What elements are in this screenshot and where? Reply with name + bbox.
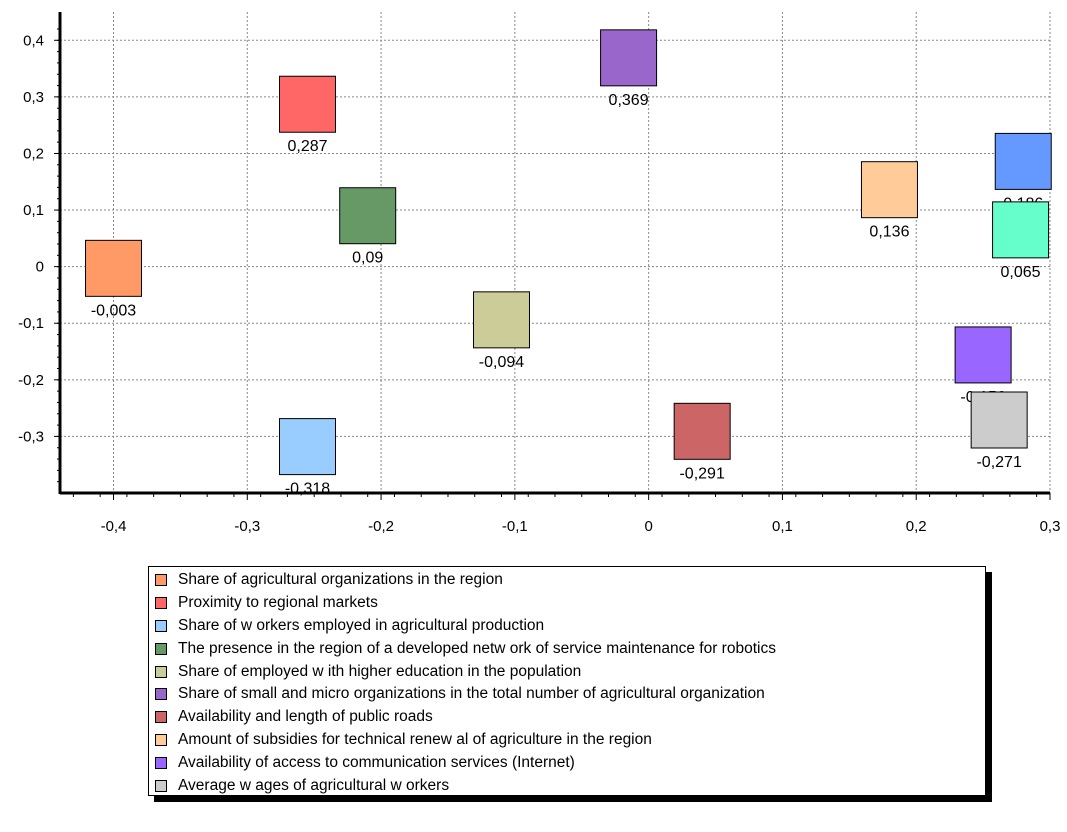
y-tick-label: -0,2 [18, 372, 44, 389]
legend-item: Amount of subsidies for technical renew … [155, 729, 985, 752]
legend-label: Availability and length of public roads [178, 708, 433, 726]
legend-label: Average w ages of agricultural w orkers [178, 776, 450, 794]
data-label: -0,318 [285, 481, 330, 498]
y-tick-label: 0,3 [23, 89, 44, 106]
x-axis-ticks: -0,4 -0,3 -0,2 -0,1 0 0,1 0,2 0,3 [72, 493, 1061, 535]
data-label: -0,291 [679, 465, 724, 482]
data-label: -0,003 [91, 302, 136, 319]
data-point-marker [279, 418, 336, 476]
y-tick-label: 0,1 [23, 202, 44, 219]
legend-label: Amount of subsidies for technical renew … [178, 730, 652, 748]
data-point-marker [994, 132, 1052, 190]
y-tick-label: 0,4 [23, 32, 44, 49]
data-label: -0,271 [976, 454, 1021, 471]
legend-swatch [155, 619, 167, 632]
data-point-marker [860, 161, 918, 219]
legend: Share of agricultural organizations in t… [148, 566, 986, 796]
data-point-marker [970, 391, 1028, 449]
data-label: 0,369 [609, 92, 649, 109]
data-label: 0,09 [352, 250, 383, 267]
data-label: 0,287 [287, 138, 327, 155]
x-tick-label: 0,1 [772, 518, 793, 535]
legend-label: Share of agricultural organizations in t… [178, 571, 503, 589]
x-tick-label: 0,2 [906, 518, 927, 535]
data-points: -0,003 0,287 -0,318 0,09 -0,094 0,369 -0,291 0,… [85, 29, 1052, 498]
legend-item: Share of employed w ith higher education… [155, 660, 985, 683]
legend-swatch [155, 574, 167, 587]
legend-item: Share of small and micro organizations i… [155, 683, 985, 706]
x-tick-label: 0 [644, 518, 652, 535]
data-point-marker [279, 75, 336, 133]
data-label: 0,136 [869, 224, 909, 241]
data-point-marker [85, 239, 143, 297]
data-point-marker [673, 402, 731, 460]
legend-swatch [155, 665, 167, 678]
legend-item: Availability of access to communication … [155, 751, 985, 774]
legend-label: Share of employed w ith higher education… [178, 662, 582, 680]
y-tick-label: -0,1 [18, 315, 44, 332]
legend-label: Share of w orkers employed in agricultur… [178, 616, 545, 634]
data-point-marker [339, 187, 397, 245]
legend-item: Average w ages of agricultural w orkers [155, 774, 985, 797]
y-axis-ticks: 0,4 0,3 0,2 0,1 0 -0,1 -0,2 -0,3 [18, 28, 60, 483]
legend-label: The presence in the region of a develope… [178, 639, 776, 657]
x-tick-label: 0,3 [1040, 518, 1061, 535]
data-label: -0,094 [479, 354, 524, 371]
legend-swatch [155, 733, 167, 746]
x-tick-label: -0,1 [502, 518, 528, 535]
data-point-marker [600, 29, 658, 87]
legend-label: Share of small and micro organizations i… [178, 685, 765, 703]
legend-swatch [155, 756, 167, 769]
y-tick-label: 0 [36, 259, 44, 276]
scatter-chart: -0,4 -0,3 -0,2 -0,1 0 0,1 0,2 0,3 0,40,30,20,10… [18, 12, 1061, 535]
legend-swatch [155, 642, 167, 655]
data-label: 0,065 [1001, 264, 1041, 281]
legend-item: The presence in the region of a develope… [155, 637, 985, 660]
grid-lines [60, 12, 1051, 493]
legend-swatch [155, 711, 167, 724]
data-point-marker [472, 291, 530, 349]
y-tick-label: -0,3 [18, 428, 44, 445]
data-point-marker [954, 326, 1012, 384]
legend-item: Share of w orkers employed in agricultur… [155, 615, 985, 638]
x-tick-label: -0,3 [234, 518, 260, 535]
y-tick-label: 0,2 [23, 145, 44, 162]
legend-item: Availability and length of public roads [155, 706, 985, 729]
x-tick-label: -0,2 [368, 518, 394, 535]
x-tick-label: -0,4 [101, 518, 127, 535]
legend-item: Proximity to regional markets [155, 592, 985, 615]
legend-swatch [155, 779, 167, 792]
legend-label: Proximity to regional markets [178, 594, 378, 612]
legend-item: Share of agricultural organizations in t… [155, 569, 985, 592]
legend-label: Availability of access to communication … [178, 753, 575, 771]
legend-swatch [155, 597, 167, 610]
data-point-marker [992, 201, 1050, 259]
legend-swatch [155, 688, 167, 701]
